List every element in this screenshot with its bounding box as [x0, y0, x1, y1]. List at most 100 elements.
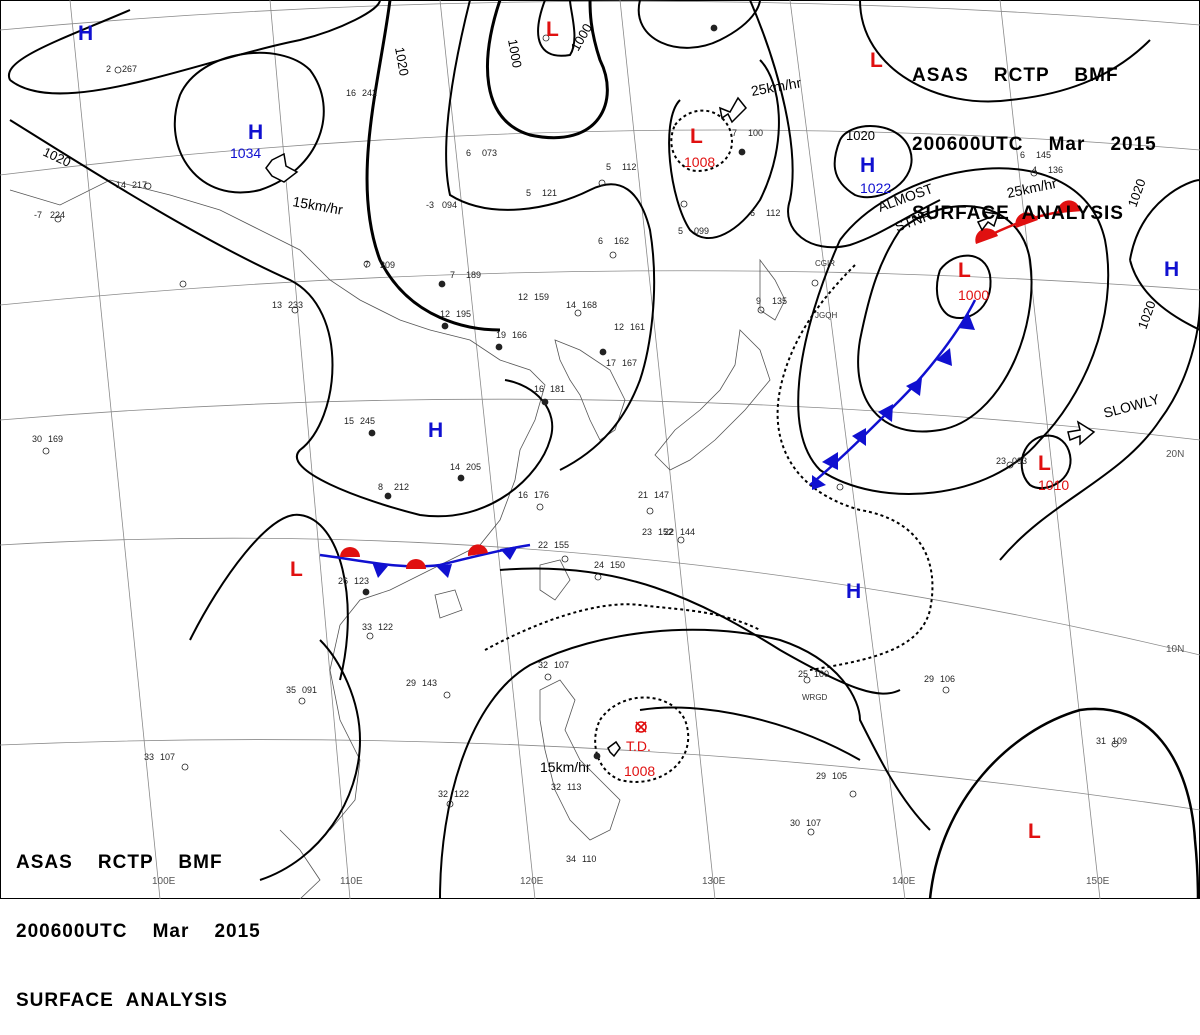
high-center-4-value: 1022 [860, 180, 891, 196]
station-temp-37: 31 [1096, 736, 1106, 746]
graticule [0, 0, 1200, 899]
station-pressure-34: 110 [582, 854, 596, 864]
lon-label-100e: 100E [152, 876, 176, 887]
high-center-2-value: 1034 [230, 145, 261, 161]
coast-japan [654, 329, 771, 471]
station-temp-43: 7 [732, 128, 737, 138]
station-pressure-47: 145 [1036, 150, 1051, 160]
low-center-4-value: 1000 [958, 287, 989, 303]
coast-taiwan [539, 559, 571, 601]
station-temp-19: 22 [538, 540, 548, 550]
dotted-lines [484, 109, 934, 783]
station-pressure-10: 168 [582, 300, 597, 310]
isobar-1012-east [999, 299, 1200, 561]
high-center-2: H [248, 121, 263, 144]
isobar-1032-high [173, 51, 325, 194]
lat-label-10n: 10N [1166, 644, 1184, 655]
station-pressure-39: 112 [622, 162, 636, 172]
isobar-1000 [486, 0, 609, 140]
isobar-1016-north [859, 0, 1151, 103]
cold-front-east-marks [812, 312, 975, 490]
station-temp-49: -3 [426, 200, 434, 210]
header-top-line1: ASAS RCTP BMF [912, 65, 1119, 86]
station-pressure-6: 189 [466, 270, 481, 280]
isobar-1016 [749, 0, 941, 249]
lat-label-20n: 20N [1166, 449, 1184, 460]
station-pressure-13: 181 [550, 384, 565, 394]
isobar-996 [537, 0, 576, 57]
high-center-1: H [78, 22, 93, 45]
isobar-1010-se [928, 707, 1200, 899]
station-temp-14: 15 [344, 416, 354, 426]
isobar-1008-ring [797, 167, 1110, 495]
station-temp-44: 6 [750, 208, 755, 218]
station-pressure-32: 105 [832, 771, 847, 781]
station-temp-9: 12 [518, 292, 528, 302]
station-temp-22: 23 [642, 527, 652, 537]
station-pressure-11: 161 [630, 322, 645, 332]
station-pressure-18: 169 [48, 434, 63, 444]
low-center-7: L [1028, 820, 1041, 843]
isobar-1008-indochina [189, 513, 349, 681]
station-temp-26: 29 [406, 678, 416, 688]
dotted-trough-scs [484, 603, 761, 651]
station-pressure-42: 135 [772, 296, 787, 306]
isobar-1010-low [1020, 434, 1072, 490]
header-bottom-line1: ASAS RCTP BMF [16, 852, 223, 873]
station-temp-13: 16 [534, 384, 544, 394]
meridian-100e [69, 0, 161, 899]
isobar-1008-japan [668, 59, 780, 240]
movement-label-td: 15km/hr [540, 759, 591, 775]
header-top-right: ASAS RCTP BMF 200600UTC Mar 2015 SURFACE… [912, 18, 1157, 248]
isobar-1020-west [9, 119, 554, 518]
station-pressure-25: 122 [378, 622, 393, 632]
td-value: 1008 [624, 763, 655, 779]
lon-label-110e: 110E [340, 876, 363, 887]
station-pressure-7: 195 [456, 309, 471, 319]
parallel-20n [0, 398, 1200, 441]
isobar-1008-south [259, 639, 362, 881]
station-pressure-16: 176 [534, 490, 549, 500]
dotted-low-japan [670, 109, 733, 172]
high-center-6: H [1164, 258, 1179, 281]
move-arrow-1000 [976, 211, 999, 232]
station-pressure-20: 150 [610, 560, 625, 570]
low-center-5-value: 1010 [1038, 477, 1069, 493]
station-pressure-44: 112 [766, 208, 780, 218]
station-temp-36: 29 [924, 674, 934, 684]
station-temp-35: 25 [798, 669, 808, 679]
station-temp-8: 19 [496, 330, 506, 340]
isobar-1012-mid [499, 567, 901, 695]
move-arrow-td [607, 740, 621, 758]
meridian-150e [999, 0, 1101, 899]
station-temp-15: 14 [450, 462, 460, 472]
station-pressure-38: 093 [1012, 456, 1027, 466]
coast-malaysia [279, 829, 321, 899]
isobar-1020-east [1129, 179, 1200, 331]
station-pressure-26: 143 [422, 678, 437, 688]
isobars [7, 0, 1200, 899]
station-pressure-17: 212 [394, 482, 409, 492]
lon-label-130e: 130E [702, 876, 726, 887]
station-pressure-23: 144 [680, 527, 695, 537]
station-temp-29: 32 [438, 789, 448, 799]
isobar-1004 [637, 0, 761, 49]
station-temp-23: 22 [664, 527, 674, 537]
station-pressure-41: 162 [614, 236, 629, 246]
coast-hainan [434, 589, 463, 619]
station-temp-21: 21 [638, 490, 648, 500]
header-bottom-left: ASAS RCTP BMF 200600UTC Mar 2015 SURFACE… [16, 805, 261, 1035]
meridian-110e [269, 0, 351, 899]
station-pressure-5: 209 [380, 260, 395, 270]
td-symbol [635, 721, 647, 733]
station-pressure-3: 242 [362, 88, 377, 98]
station-temp-38: 23 [996, 456, 1006, 466]
isobar-1012 [445, 0, 656, 471]
station-code-2: CGIR [815, 259, 835, 268]
coastlines [9, 179, 786, 899]
station-temp-4: 13 [272, 300, 282, 310]
coast-hokkaido [759, 258, 786, 321]
station-temp-2: -7 [34, 210, 42, 220]
station-temp-12: 17 [606, 358, 616, 368]
